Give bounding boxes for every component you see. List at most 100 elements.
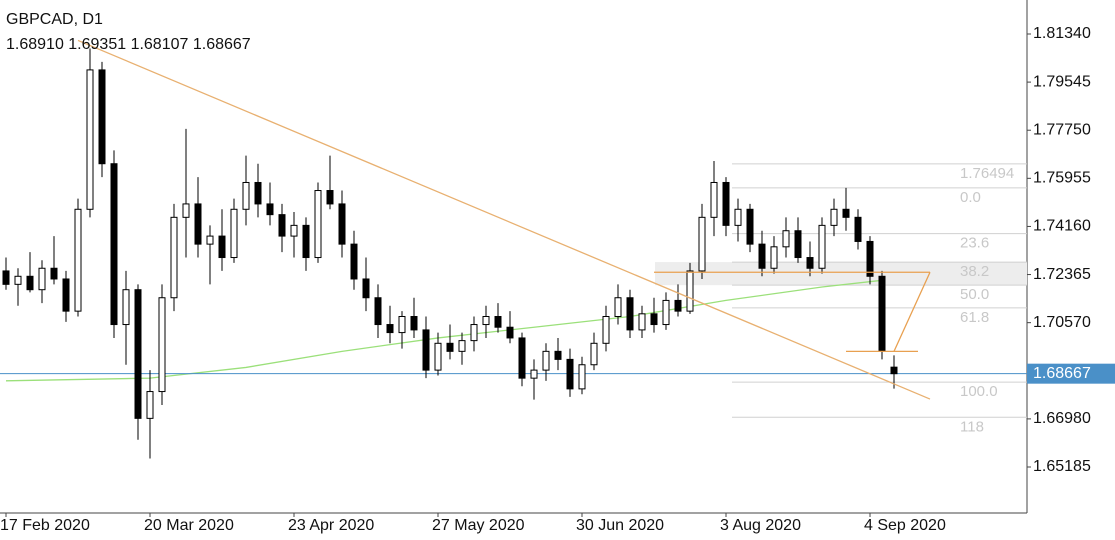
- candle-body: [782, 230, 790, 248]
- trendline: [893, 272, 931, 352]
- candle-body: [386, 324, 394, 334]
- candle-body: [2, 270, 10, 285]
- candle-body: [542, 350, 550, 371]
- candle-body: [818, 224, 826, 269]
- x-tick-label: 23 Apr 2020: [288, 517, 374, 534]
- candle-body: [758, 243, 766, 269]
- candle-body: [590, 342, 598, 366]
- candle-body: [170, 216, 178, 299]
- candle-body: [638, 313, 646, 331]
- current-price-label: 1.68667: [1033, 365, 1091, 382]
- candle-body: [278, 214, 286, 237]
- candle-body: [338, 203, 346, 245]
- candle-body: [674, 299, 682, 312]
- candle-body: [446, 342, 454, 352]
- y-tick-label: 1.75955: [1033, 170, 1091, 187]
- fib-label: 38.2: [960, 263, 989, 280]
- candle-body: [14, 275, 22, 285]
- candle-body: [50, 267, 58, 280]
- candle-body: [302, 224, 310, 259]
- x-tick-label: 17 Feb 2020: [0, 517, 90, 534]
- ohlc: 1.68910 1.69351 1.68107 1.68667: [6, 36, 251, 53]
- x-tick-label: 3 Aug 2020: [720, 517, 801, 534]
- candle-body: [866, 240, 874, 277]
- candle-body: [38, 267, 46, 291]
- candle-body: [614, 297, 622, 318]
- candle-body: [878, 275, 886, 352]
- y-tick-label: 1.66980: [1033, 410, 1091, 427]
- candle-body: [26, 275, 34, 291]
- candle-body: [266, 203, 274, 216]
- x-tick-label: 27 May 2020: [432, 517, 525, 534]
- fib-label: 1.76494: [960, 165, 1014, 182]
- candle-body: [734, 208, 742, 226]
- candle-body: [602, 316, 610, 344]
- fib-label: 118: [960, 418, 984, 435]
- candle-body: [374, 297, 382, 326]
- candle-body: [806, 257, 814, 269]
- candle-body: [410, 316, 418, 331]
- candle-body: [530, 369, 538, 379]
- candle-body: [158, 297, 166, 393]
- candle-body: [326, 190, 334, 205]
- candle-body: [86, 69, 94, 210]
- candle-body: [566, 358, 574, 390]
- fib-label: 23.6: [960, 235, 989, 252]
- candle-body: [230, 208, 238, 259]
- candle-body: [458, 340, 466, 352]
- candle-body: [518, 337, 526, 379]
- candle-body: [134, 289, 142, 419]
- candle-body: [182, 203, 190, 218]
- candle-body: [698, 216, 706, 272]
- candle-body: [482, 316, 490, 326]
- y-tick-label: 1.65185: [1033, 458, 1091, 475]
- y-tick-label: 1.79545: [1033, 73, 1091, 90]
- candle-body: [494, 316, 502, 328]
- x-tick-label: 4 Sep 2020: [864, 517, 946, 534]
- candle-body: [578, 364, 586, 390]
- fib-label: 0.0: [960, 189, 981, 206]
- y-tick-label: 1.77750: [1033, 121, 1091, 138]
- y-tick-label: 1.72365: [1033, 266, 1091, 283]
- y-tick-label: 1.74160: [1033, 218, 1091, 235]
- candle-body: [62, 278, 70, 312]
- candle-body: [146, 391, 154, 419]
- candle-body: [362, 278, 370, 299]
- candle-body: [686, 270, 694, 312]
- candle-body: [710, 181, 718, 218]
- candle-body: [794, 230, 802, 259]
- current-price-box: [1027, 363, 1115, 384]
- candle-body: [290, 224, 298, 237]
- candle-body: [74, 208, 82, 312]
- symbol: GBPCAD, D1: [6, 11, 103, 28]
- candle-body: [722, 181, 730, 226]
- candle-body: [434, 342, 442, 371]
- candle-body: [650, 313, 658, 326]
- candle-body: [842, 208, 850, 218]
- candle-body: [746, 208, 754, 245]
- candle-body: [110, 163, 118, 326]
- candle-body: [398, 316, 406, 334]
- candle-body: [662, 299, 670, 326]
- candle-body: [98, 69, 106, 165]
- x-tick-label: 30 Jun 2020: [576, 517, 664, 534]
- candle-body: [506, 326, 514, 339]
- candle-body: [770, 246, 778, 269]
- candle-body: [350, 243, 358, 280]
- candle-body: [242, 181, 250, 210]
- fib-label: 50.0: [960, 286, 989, 303]
- candle-body: [830, 208, 838, 226]
- y-tick-label: 1.81340: [1033, 25, 1091, 42]
- y-tick-label: 1.70570: [1033, 314, 1091, 331]
- x-tick-label: 20 Mar 2020: [144, 517, 234, 534]
- candle-body: [206, 235, 214, 245]
- fib-label: 100.0: [960, 383, 998, 400]
- candle-body: [470, 324, 478, 342]
- trendline: [77, 39, 931, 400]
- fib-label: 61.8: [960, 309, 989, 326]
- candle-body: [854, 216, 862, 242]
- candle-body: [194, 203, 202, 245]
- candle-body: [122, 289, 130, 326]
- fib-band: [655, 262, 1027, 286]
